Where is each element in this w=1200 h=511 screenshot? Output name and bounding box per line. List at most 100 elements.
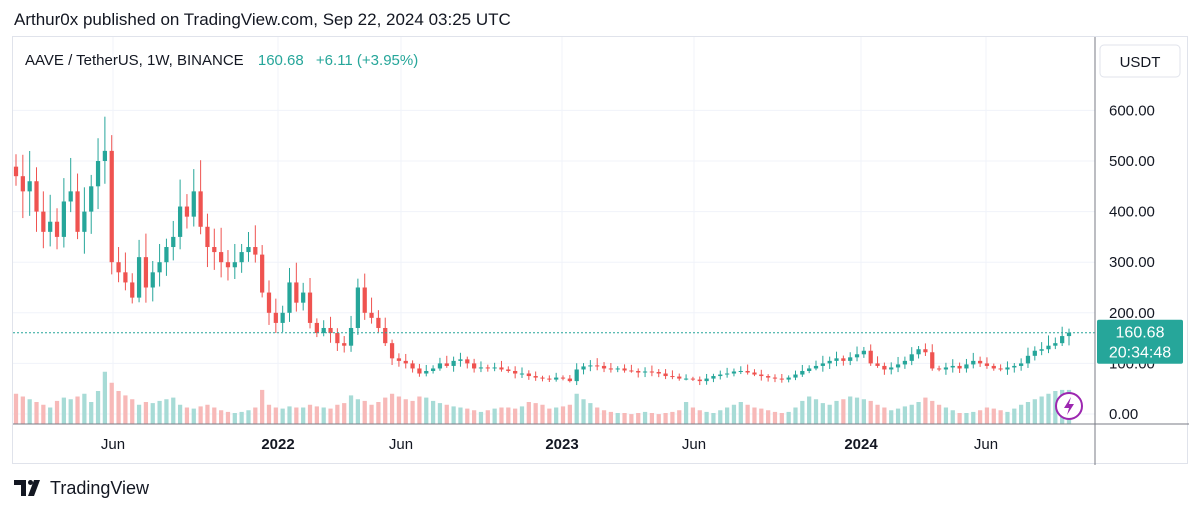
volume-bar [533,403,538,424]
volume-bar [670,411,675,424]
candle-body [48,221,53,232]
volume-bar [280,408,285,424]
candle-body [615,368,620,370]
volume-bar [451,406,456,424]
candle-body [526,373,531,377]
lightning-button[interactable] [1055,392,1083,420]
publisher-line: Arthur0x published on TradingView.com, S… [14,10,511,29]
candle-body [868,350,873,364]
volume-bar [656,414,661,424]
volume-bar [157,400,162,424]
candle-body [89,186,94,212]
candle-body [909,354,914,361]
last-price-value: 160.68 [1116,325,1165,342]
volume-bar [321,407,326,424]
candle-body [75,191,80,232]
candle-body [519,373,525,375]
volume-bar [813,399,819,424]
volume-bar [848,396,853,424]
volume-bar [786,411,791,424]
candle-body [1032,350,1037,356]
candle-body [731,371,737,374]
candle-body [779,378,784,380]
candle-body [984,363,990,366]
candle-body [601,365,607,369]
volume-bar [601,410,607,424]
time-tick-label: Jun [974,436,998,453]
volume-bar [389,393,395,424]
candle-body [342,343,347,346]
volume-bar [519,406,525,424]
candle-body [574,369,579,382]
volume-bar [171,397,176,424]
candle-body [875,363,880,366]
volume-bar [690,407,696,424]
volume-bar [766,410,771,424]
volume-bar [136,404,142,424]
candle-body [608,368,613,370]
volume-bar [239,411,244,424]
candle-body [697,379,702,382]
volume-bar [923,397,928,424]
candle-body [506,369,511,371]
volume-bar [444,404,449,424]
volume-bar [861,399,866,424]
candle-body [663,373,668,377]
volume-bar [943,407,949,424]
candle-body [936,368,942,370]
last-price-badge: 160.68 20:34:48 [1097,319,1183,364]
volume-bar [724,407,730,424]
volume-bar [191,408,196,424]
volume-bar [936,404,942,424]
candle-body [164,247,169,263]
lightning-icon [1064,397,1074,415]
volume-bar [971,411,976,424]
candle-body [1046,345,1051,350]
chart-frame[interactable]: 600.00 500.00 400.00 300.00 200.00 100.00 0.00… [12,36,1189,465]
candle-body [355,287,361,328]
currency-button[interactable]: USDT [1099,44,1181,78]
candle-body [444,363,449,366]
tradingview-logo[interactable]: TradingView [14,476,149,500]
volume-bar [1025,402,1031,424]
candle-body [136,257,142,298]
candle-body [916,349,921,355]
candle-body [396,358,402,361]
candle-body [670,376,675,378]
volume-bar [225,411,231,424]
volume-bar [1019,404,1024,424]
candle-body [212,247,217,253]
candle-body [930,352,935,369]
candle-body [841,358,846,361]
volume-bar [977,410,983,424]
volume-bar [184,407,190,424]
candle-body [902,360,908,365]
candle-body [328,327,333,334]
candle-body [882,365,887,370]
candle-body [205,226,210,248]
candle-body [656,372,661,374]
volume-bar [820,403,825,424]
volume-bar [731,404,737,424]
volume-bar [622,413,627,424]
volume-bar [465,408,470,424]
volume-bar [506,407,511,424]
volume-bar [430,400,436,424]
candle-body [437,363,443,369]
candlestick-chart[interactable]: 600.00500.00400.00300.00200.00100.000.00… [13,37,1189,465]
time-axis[interactable]: Jun 2022 Jun 2023 Jun 2024 Jun [101,436,998,453]
volume-bar [472,410,477,424]
candle-body [123,272,128,283]
candle-body [157,262,162,273]
volume-bar [48,407,53,424]
candle-body [807,368,812,371]
candle-body [848,357,853,361]
candle-body [348,327,354,346]
candle-body [280,312,285,323]
candle-body [554,377,559,380]
price-tick-label: 400.00 [1109,204,1155,221]
candle-body [232,262,237,268]
candle-body [1066,332,1072,337]
candle-body [642,371,648,373]
